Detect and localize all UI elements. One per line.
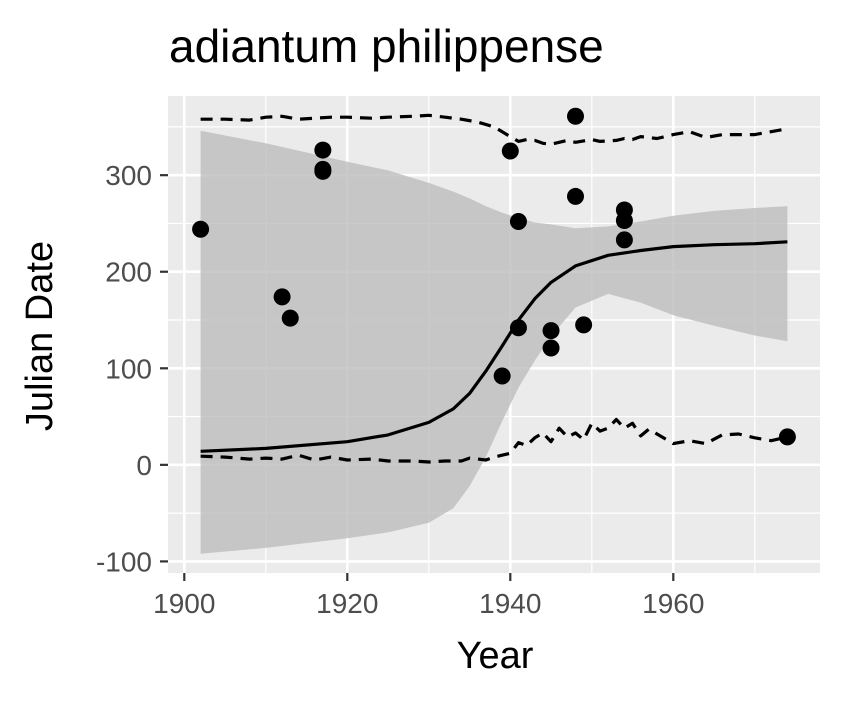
y-tick-label: 100 [105,353,152,384]
data-point [509,213,527,231]
data-point [314,162,332,180]
data-point [192,220,210,238]
dashed-bound-line [200,113,788,146]
x-tick-label: 1920 [316,588,378,619]
data-point [567,107,584,125]
data-point [615,212,633,230]
data-point [567,187,584,205]
y-tick-label: 300 [105,160,152,191]
y-tick-label: 0 [136,450,152,481]
confidence-band [200,130,788,554]
data-point [314,141,332,159]
axes: 1900 1920 1940 1960 -100 0 100 200 300 [96,160,704,619]
x-tick-label: 1940 [479,588,541,619]
data-point [501,142,519,160]
confidence-ribbon [200,130,788,554]
dashed-bound-line [200,417,788,464]
data-points [192,107,796,446]
data-point [509,319,527,337]
y-axis-title: Julian Date [19,241,61,431]
data-point [615,231,633,249]
x-axis-title: Year [457,635,534,677]
y-tick-label: 200 [105,257,152,288]
data-point [778,428,796,446]
data-point [542,322,560,340]
data-point [273,288,291,306]
data-point [493,367,511,385]
chart-title: adiantum philippense [169,20,604,72]
x-tick-label: 1960 [642,588,704,619]
y-tick-label: -100 [96,546,152,577]
data-point [542,339,560,357]
x-tick-label: 1900 [153,588,215,619]
data-point [281,309,299,327]
data-point [575,316,593,334]
